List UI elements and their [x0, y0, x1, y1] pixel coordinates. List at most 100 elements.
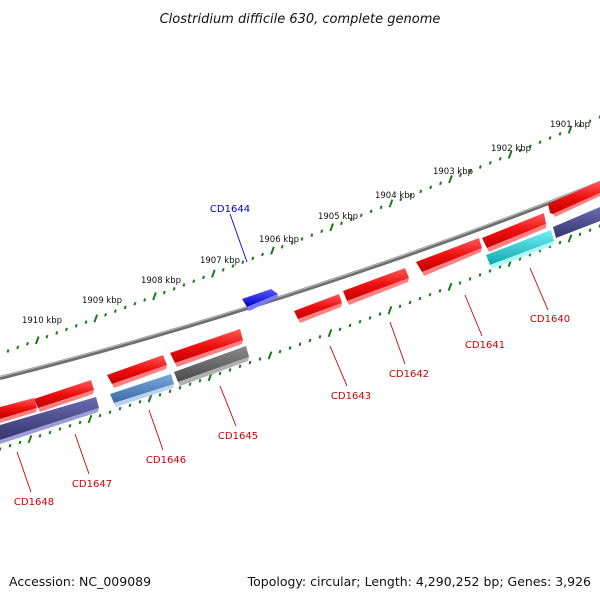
gene-arrow-cd1643 [294, 294, 342, 319]
scale-minor-tick [108, 410, 112, 415]
scale-minor-tick [438, 288, 442, 293]
gene-label-cd1647[interactable]: CD1647 [72, 479, 112, 490]
genome-summary-text: Topology: circular; Length: 4,290,252 bp… [247, 574, 591, 589]
scale-minor-tick [238, 364, 242, 369]
scale-minor-tick [338, 327, 342, 332]
scale-minor-tick [378, 312, 382, 316]
scale-major-tick [270, 246, 275, 255]
scale-major-tick [147, 394, 153, 403]
gene-arrow-cd1648 [0, 398, 37, 419]
scale-minor-tick [68, 423, 72, 428]
scale-minor-tick [78, 420, 82, 425]
scale-minor-tick [280, 244, 284, 249]
scale-minor-tick [143, 298, 147, 302]
scale-minor-tick [64, 327, 68, 332]
scale-minor-tick [278, 349, 282, 354]
scale-minor-tick [419, 189, 423, 194]
scale-minor-tick [528, 144, 532, 149]
scale-major-tick [327, 328, 333, 338]
gene-arrow-cd1644 [242, 289, 278, 307]
scale-minor-tick [318, 334, 322, 339]
scale-minor-tick [241, 260, 245, 265]
scale-minor-tick [202, 275, 206, 280]
scale-tick-label: 1909 kbp [82, 296, 122, 306]
scale-minor-tick [399, 197, 403, 202]
gene-labels: CD1640 CD1641 CD1642 CD1643 CD1644 CD164… [14, 204, 570, 508]
scale-minor-tick [320, 229, 324, 234]
scale-minor-tick [251, 256, 255, 261]
scale-minor-tick [138, 399, 142, 404]
scale-major-tick [93, 314, 99, 323]
scale-minor-tick [358, 319, 362, 324]
genome-backbone [0, 181, 600, 380]
scale-minor-tick [398, 304, 402, 309]
scale-minor-tick [458, 281, 462, 285]
scale-minor-tick [231, 264, 235, 268]
scale-minor-tick [418, 296, 422, 301]
scale-minor-tick [488, 269, 492, 273]
scale-minor-tick [25, 341, 29, 346]
gene-label-cd1646[interactable]: CD1646 [146, 455, 186, 466]
gene-label-cd1641[interactable]: CD1641 [465, 340, 505, 351]
scale-minor-tick [348, 323, 352, 328]
scale-tick-label: 1908 kbp [141, 276, 181, 286]
gene-label-cd1640[interactable]: CD1640 [530, 314, 570, 325]
scale-minor-tick [558, 131, 562, 136]
scale-minor-tick [439, 181, 443, 186]
scale-tick-label: 1905 kbp [318, 212, 358, 222]
scale-minor-tick [558, 240, 562, 245]
gene-label-cd1645[interactable]: CD1645 [218, 431, 258, 442]
scale-minor-tick [478, 165, 482, 169]
scale-minor-tick [458, 173, 462, 178]
scale-minor-tick [98, 413, 102, 418]
scale-major-tick [211, 269, 216, 278]
scale-minor-tick [548, 136, 552, 140]
scale-tick-label: 1904 kbp [375, 191, 415, 201]
gene-label-cd1643[interactable]: CD1643 [331, 391, 371, 402]
gene-features [0, 181, 600, 444]
scale-minor-tick [18, 440, 22, 445]
gene-label-cd1644[interactable]: CD1644 [210, 204, 250, 215]
scale-minor-tick [55, 331, 59, 335]
scale-minor-tick [468, 277, 472, 281]
scale-minor-tick [218, 371, 222, 376]
scale-minor-tick [0, 447, 2, 451]
scale-minor-tick [578, 123, 582, 128]
scale-major-tick [447, 282, 453, 291]
gene-label-cd1642[interactable]: CD1642 [389, 369, 429, 380]
scale-minor-tick [178, 385, 182, 390]
scale-minor-tick [48, 430, 52, 435]
scale-minor-tick [192, 279, 196, 284]
scale-minor-tick [300, 237, 304, 241]
scale-minor-tick [368, 316, 372, 320]
scale-minor-tick [310, 233, 314, 237]
scale-major-tick [567, 125, 573, 134]
scale-minor-tick [429, 185, 433, 190]
scale-minor-tick [409, 193, 413, 198]
scale-tick-label: 1903 kbp [433, 167, 473, 177]
scale-minor-tick [290, 241, 294, 245]
scale-tick-label: 1910 kbp [22, 316, 62, 326]
scale-minor-tick [45, 334, 49, 339]
scale-minor-tick [162, 290, 166, 295]
scale-minor-tick [578, 232, 582, 237]
gene-arrow-partial-right [548, 181, 600, 214]
scale-minor-tick [128, 403, 132, 408]
map-title: Clostridium difficile 630, complete geno… [160, 12, 441, 27]
gene-label-cd1648[interactable]: CD1648 [14, 497, 54, 508]
scale-minor-tick [538, 140, 542, 145]
scale-minor-tick [104, 312, 108, 317]
scale-minor-tick [133, 301, 137, 306]
feature-slate-right [553, 207, 600, 238]
scale-tick-label: 1901 kbp [550, 120, 590, 130]
scale-minor-tick [8, 443, 12, 448]
scale-minor-tick [38, 433, 42, 438]
scale-minor-tick [468, 169, 472, 173]
scale-major-tick [329, 223, 334, 232]
scale-minor-tick [379, 205, 383, 210]
scale-major-tick [34, 336, 40, 345]
scale-minor-tick [349, 217, 353, 222]
scale-minor-tick [298, 342, 302, 347]
scale-minor-tick [118, 406, 122, 411]
scale-minor-tick [588, 228, 592, 233]
